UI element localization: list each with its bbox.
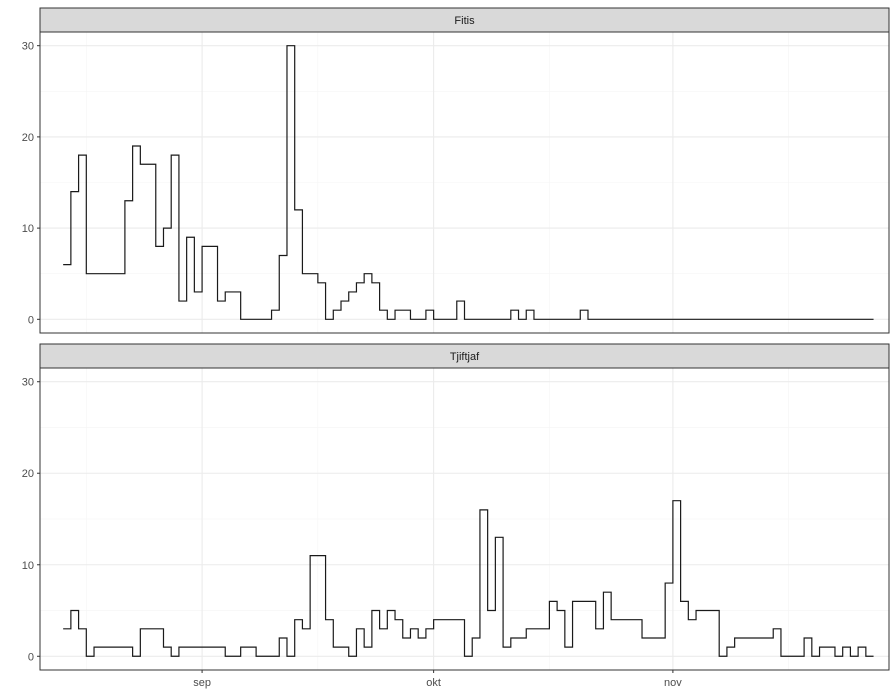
y-tick-label: 10 [22,223,34,235]
facet-panel-tjiftjaf: 0 10 20 30 Tjiftjaf [22,343,890,671]
x-tick-label: okt [426,677,441,689]
facet-strip-label: Fitis [454,15,475,27]
series-line-tjiftjaf [63,500,874,657]
y-tick-label: 0 [28,314,34,326]
x-tick-label: nov [664,677,682,689]
x-axis: sep okt nov [193,670,682,689]
y-tick-label: 0 [28,651,34,663]
facet-panel-fitis: 0 10 20 30 Fitis [22,7,890,334]
facet-strip-label: Tjiftjaf [450,351,480,363]
y-tick-label: 20 [22,468,34,480]
x-tick-label: sep [193,677,211,689]
y-tick-label: 30 [22,41,34,53]
facet-strip [39,343,890,369]
y-tick-label: 30 [22,377,34,389]
series-line-fitis [63,45,874,320]
y-tick-label: 10 [22,560,34,572]
y-tick-label: 20 [22,132,34,144]
facet-strip [39,7,890,33]
